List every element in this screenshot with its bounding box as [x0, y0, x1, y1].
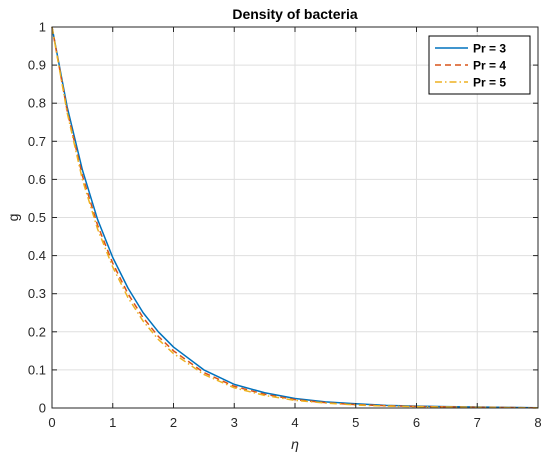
tick-labels: 0 1 2 3 4 5 6 7 8 0 0.1 0.2 0.3 0.4 0.5 0.6 0.7 0.8 0.9 1 [28, 20, 542, 431]
x-tick-label: 1 [109, 415, 116, 430]
x-axis-label: η [291, 436, 299, 452]
legend-label-1: Pr = 3 [473, 42, 506, 56]
series-line-3 [51, 26, 539, 409]
legend-label-3: Pr = 5 [473, 76, 506, 90]
y-tick-label: 0.1 [28, 362, 46, 377]
x-tick-label: 5 [352, 415, 359, 430]
y-tick-label: 0.2 [28, 324, 46, 339]
y-tick-label: 0.5 [28, 210, 46, 225]
legend: Pr = 3 Pr = 4 Pr = 5 [428, 35, 531, 95]
grid [51, 26, 539, 409]
x-tick-label: 4 [291, 415, 298, 430]
x-tick-label: 8 [534, 415, 541, 430]
ticks [51, 26, 539, 409]
y-tick-label: 0.4 [28, 248, 46, 263]
y-tick-label: 1 [39, 20, 46, 35]
x-tick-label: 2 [170, 415, 177, 430]
y-tick-label: 0.8 [28, 96, 46, 111]
x-tick-label: 6 [413, 415, 420, 430]
legend-label-2: Pr = 4 [473, 59, 506, 73]
x-tick-label: 3 [231, 415, 238, 430]
y-axis-label: g [5, 214, 21, 222]
x-tick-label: 7 [474, 415, 481, 430]
series-line-2 [51, 26, 539, 409]
y-tick-label: 0 [39, 401, 46, 416]
y-tick-label: 0.7 [28, 134, 46, 149]
y-tick-label: 0.6 [28, 172, 46, 187]
chart-title: Density of bacteria [232, 6, 357, 22]
series-layer [51, 26, 539, 409]
x-tick-label: 0 [48, 415, 55, 430]
y-tick-label: 0.3 [28, 286, 46, 301]
y-tick-label: 0.9 [28, 58, 46, 73]
